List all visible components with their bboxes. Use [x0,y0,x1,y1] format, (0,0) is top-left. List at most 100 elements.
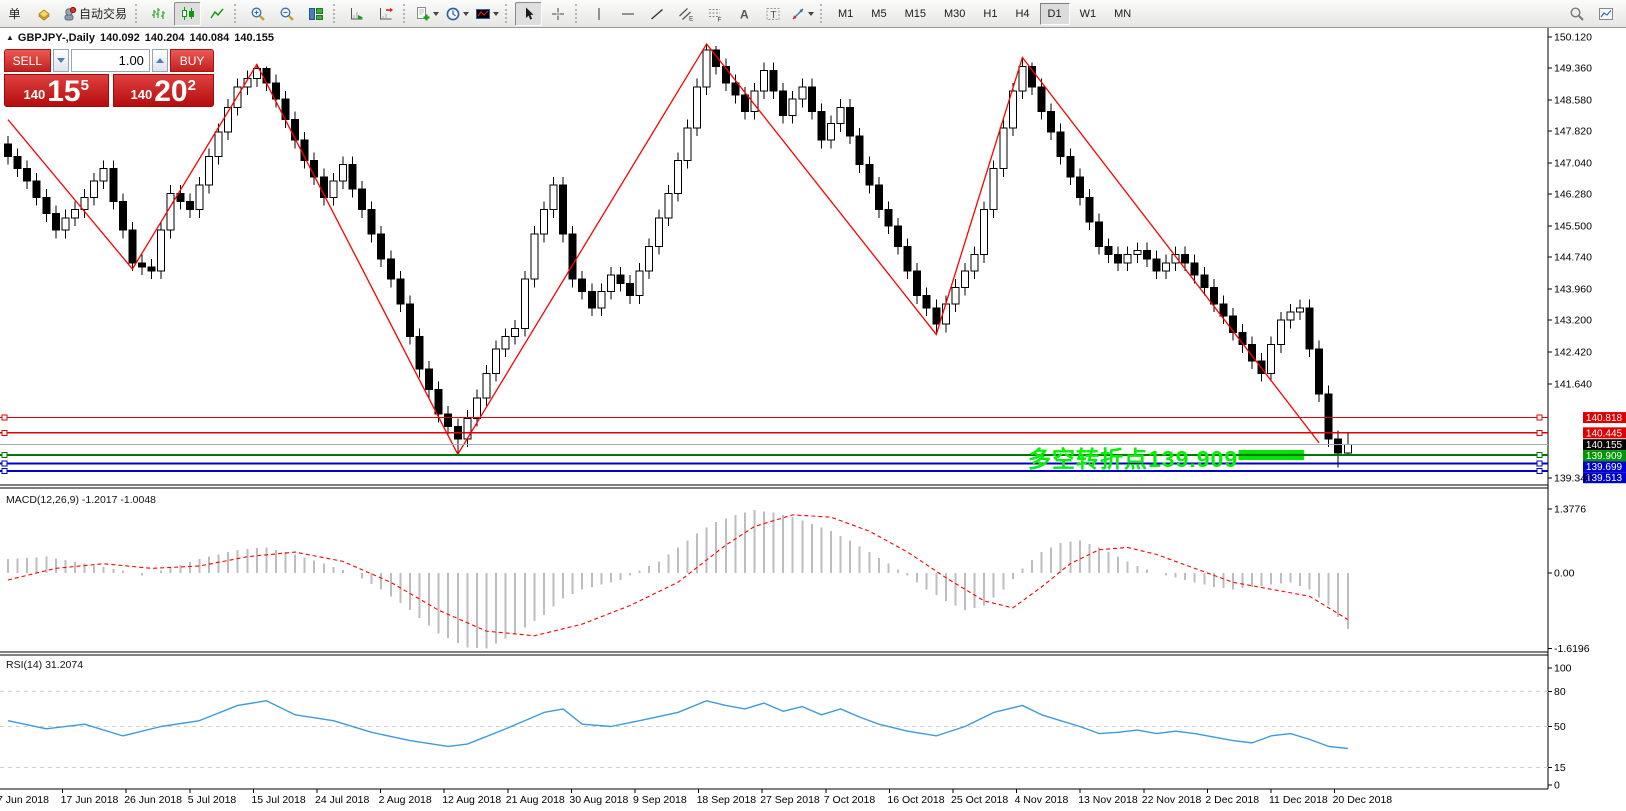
candle[interactable] [941,295,950,333]
dropdown-caret-icon[interactable] [493,11,500,16]
candle[interactable] [721,58,730,92]
candle[interactable] [137,254,146,276]
candle[interactable] [999,119,1008,177]
candle[interactable] [329,172,338,206]
toolbar-group-grip[interactable] [403,4,408,23]
candle[interactable] [559,176,568,243]
buy-price-button[interactable]: 140 20 2 [112,74,214,107]
autotrading-button[interactable]: 自动交易 [59,2,131,26]
candle[interactable] [779,82,788,124]
toolbar-group-grip[interactable] [234,4,239,23]
volume-decrease-button[interactable] [52,49,69,72]
candle[interactable] [1152,250,1161,280]
candle[interactable] [922,287,931,317]
candle[interactable] [109,160,118,210]
candle[interactable] [1066,148,1075,186]
candle[interactable] [1142,242,1151,267]
candle[interactable] [673,152,682,202]
candle[interactable] [989,160,998,218]
candle[interactable] [118,193,127,239]
chart-shift-button[interactable] [372,2,399,26]
candle[interactable] [32,172,41,206]
candle[interactable] [243,70,252,96]
candle[interactable] [157,221,166,280]
candle[interactable] [1334,430,1343,468]
candle[interactable] [807,78,816,120]
candle[interactable] [903,238,912,280]
candle[interactable] [51,205,60,239]
candle[interactable] [884,201,893,235]
candle[interactable] [970,246,979,280]
candle[interactable] [176,185,185,210]
candles-group[interactable] [4,43,1352,468]
candle[interactable] [645,238,654,280]
tile-windows-button[interactable] [302,2,329,26]
candle[interactable] [1257,352,1266,382]
candle[interactable] [1181,246,1190,272]
candle[interactable] [425,361,434,398]
text-button[interactable]: A [730,2,757,26]
dropdown-caret-icon[interactable] [463,11,470,16]
candle[interactable] [664,185,673,227]
candle[interactable] [204,148,213,194]
candle[interactable] [224,99,233,141]
fibonacci-button[interactable]: F [701,2,728,26]
crosshair-button[interactable] [544,2,571,26]
candle[interactable] [1324,385,1333,447]
toolbar-group-grip[interactable] [135,4,140,23]
new-order-button[interactable]: 单 [1,2,28,26]
candle[interactable] [291,111,300,149]
candle[interactable] [501,328,510,357]
candle[interactable] [99,160,108,190]
candle[interactable] [444,406,453,435]
candle[interactable] [1343,432,1352,456]
macd-pane[interactable]: 1.3776 0.00 -1.6196 [7,503,1590,655]
candle[interactable] [626,275,635,304]
horizontal-line-button[interactable] [614,2,641,26]
dropdown-caret-icon[interactable] [808,11,815,16]
candle[interactable] [1027,62,1036,96]
candle[interactable] [846,99,855,145]
candle[interactable] [894,217,903,255]
level-lines[interactable] [0,414,1548,474]
candle[interactable] [1114,246,1123,272]
toolbar-group-grip[interactable] [820,4,825,23]
candle[interactable] [472,389,481,427]
candle[interactable] [616,266,625,292]
candle[interactable] [1238,324,1247,353]
candle[interactable] [520,271,529,337]
candle[interactable] [1037,78,1046,120]
candle[interactable] [750,82,759,120]
symbol-collapse-icon[interactable]: ▲ [6,33,14,42]
candle[interactable] [1133,242,1142,263]
candle[interactable] [597,283,606,317]
candle[interactable] [1295,299,1304,321]
candle[interactable] [635,262,644,304]
candle[interactable] [1085,189,1094,231]
shapes-button[interactable] [788,2,816,26]
candle[interactable] [932,299,941,335]
sell-button[interactable]: SELL [4,49,51,72]
candle[interactable] [415,328,424,378]
candle[interactable] [712,46,721,75]
candle[interactable] [855,127,864,173]
candle[interactable] [386,250,395,288]
zoom-in-button[interactable] [244,2,271,26]
cursor-button[interactable] [515,1,543,26]
volume-input[interactable] [70,49,150,72]
candle[interactable] [1190,254,1199,284]
zoom-out-button[interactable] [273,2,300,26]
timeframe-mn[interactable]: MN [1106,3,1139,25]
timeframe-d1[interactable]: D1 [1039,2,1070,25]
candle[interactable] [1315,340,1324,402]
candle[interactable] [836,99,845,132]
candle[interactable] [1018,57,1027,100]
candle[interactable] [434,381,443,423]
candle[interactable] [865,156,874,194]
candle[interactable] [1286,303,1295,329]
candle[interactable] [1008,82,1017,137]
candle[interactable] [90,172,99,206]
candle[interactable] [1200,266,1209,296]
bar-chart-button[interactable] [145,2,172,26]
templates-button[interactable] [473,2,501,26]
